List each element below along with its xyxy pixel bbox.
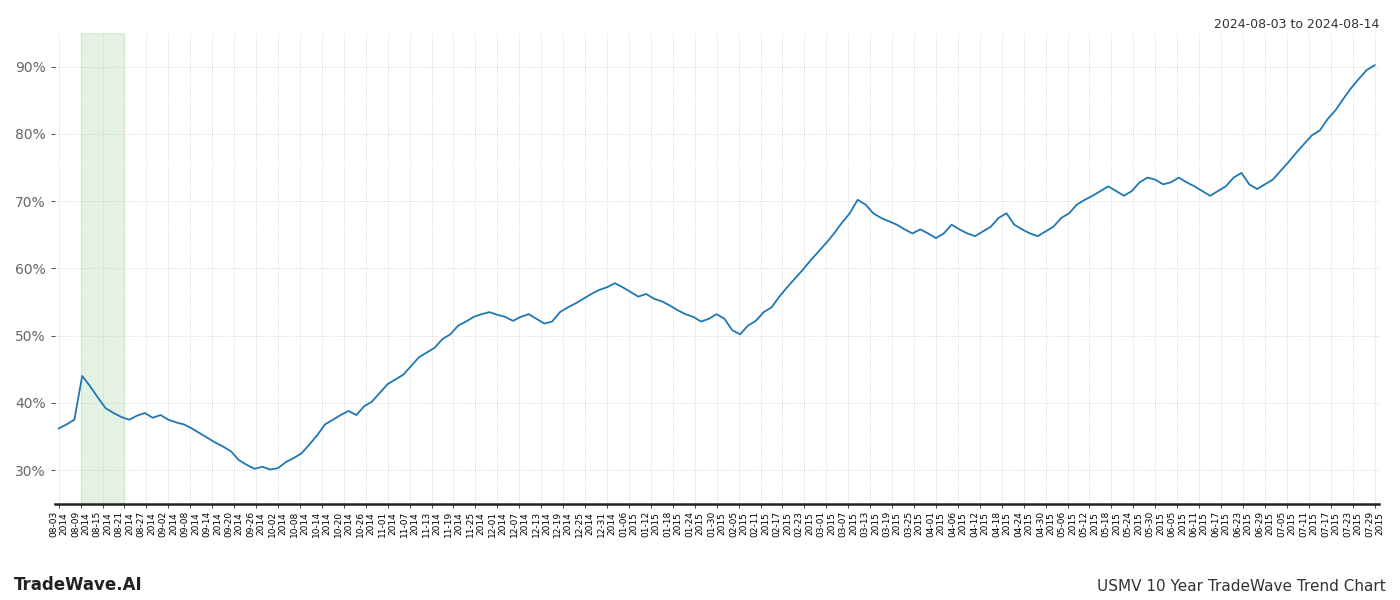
Text: 2024-08-03 to 2024-08-14: 2024-08-03 to 2024-08-14 — [1214, 18, 1379, 31]
Text: USMV 10 Year TradeWave Trend Chart: USMV 10 Year TradeWave Trend Chart — [1098, 579, 1386, 594]
Bar — [81, 33, 125, 504]
Text: TradeWave.AI: TradeWave.AI — [14, 576, 143, 594]
